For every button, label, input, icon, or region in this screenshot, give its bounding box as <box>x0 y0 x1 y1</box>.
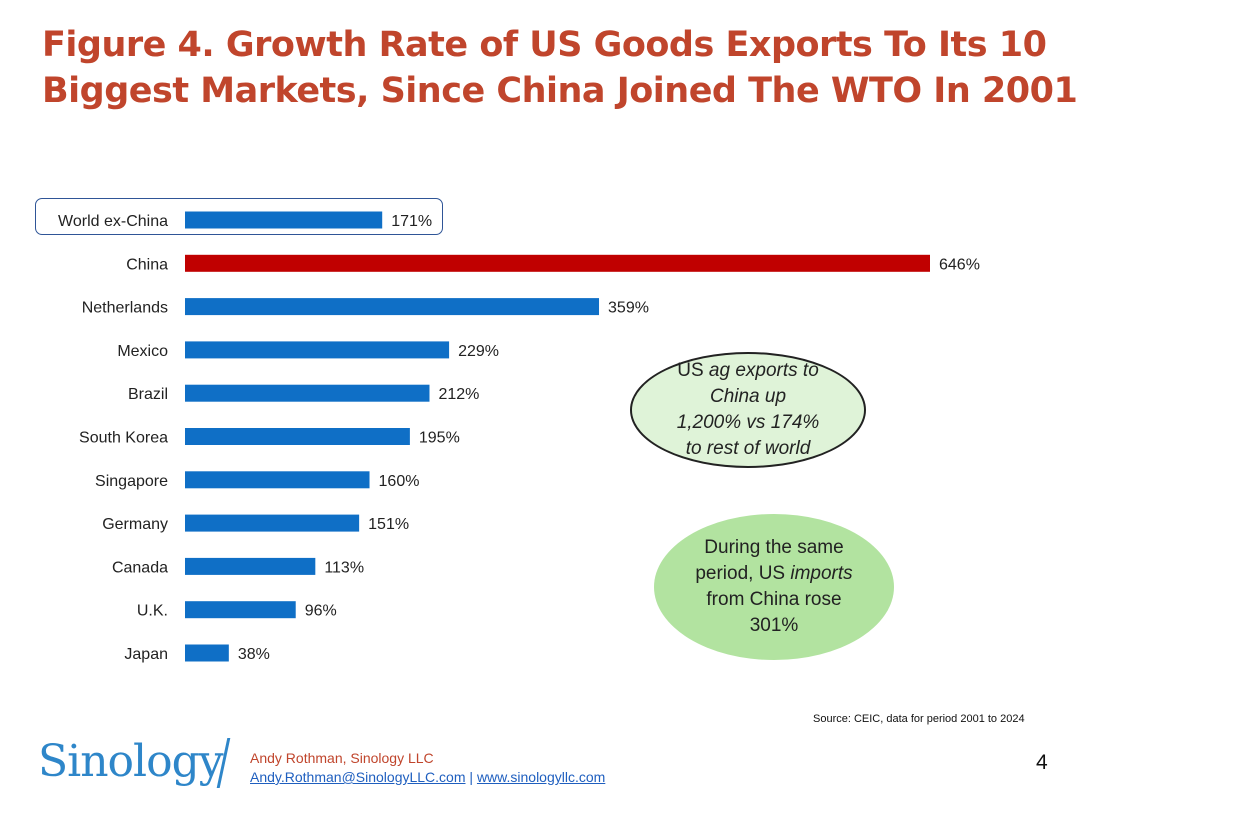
separator: | <box>469 769 474 785</box>
bar <box>185 601 296 619</box>
category-label: U.K. <box>137 603 168 620</box>
bar <box>185 384 430 402</box>
category-label: China <box>126 256 168 273</box>
value-label: 646% <box>939 256 980 273</box>
bar <box>185 557 316 575</box>
source-note: Source: CEIC, data for period 2001 to 20… <box>813 713 1025 725</box>
value-label: 113% <box>324 559 364 576</box>
bar <box>185 471 370 489</box>
value-label: 195% <box>419 430 460 447</box>
bar <box>185 211 383 229</box>
bar <box>185 428 410 445</box>
sinology-logo: Sinology <box>38 736 224 787</box>
category-label: South Korea <box>79 430 168 447</box>
category-label: World ex-China <box>58 213 168 230</box>
author: Andy Rothman, Sinology LLC <box>250 750 434 766</box>
value-label: 229% <box>458 343 499 360</box>
value-label: 151% <box>368 516 409 533</box>
category-label: Mexico <box>117 343 168 360</box>
page-number: 4 <box>1036 751 1048 774</box>
slide-title: Figure 4. Growth Rate of US Goods Export… <box>42 22 1078 114</box>
value-label: 160% <box>379 473 420 490</box>
ag-exports-callout: US ag exports to China up 1,200% vs 174% to… <box>630 352 866 468</box>
value-label: 212% <box>438 386 479 403</box>
title-line-1: Figure 4. Growth Rate of US Goods Export… <box>42 25 1047 65</box>
bar <box>185 298 600 316</box>
title-line-2: Biggest Markets, Since China Joined The … <box>42 71 1078 111</box>
value-label: 359% <box>608 300 649 317</box>
website-link[interactable]: www.sinologyllc.com <box>476 769 606 785</box>
value-label: 38% <box>238 646 270 663</box>
bar <box>185 644 229 662</box>
value-label: 171% <box>391 213 432 230</box>
bar <box>185 254 930 272</box>
category-label: Germany <box>102 516 168 533</box>
category-label: Canada <box>112 559 168 576</box>
value-label: 96% <box>305 603 337 620</box>
contact-links: Andy.Rothman@SinologyLLC.com | www.sinol… <box>250 769 605 785</box>
category-label: Brazil <box>128 386 168 403</box>
bar-chart: World ex-China 171% China 646% Netherlands 35… <box>58 211 980 663</box>
bar <box>185 514 360 532</box>
bar <box>185 341 450 359</box>
category-label: Netherlands <box>82 300 168 317</box>
category-label: Japan <box>124 646 168 663</box>
imports-callout: During the same period, US imports from Ch… <box>654 514 894 660</box>
category-label: Singapore <box>95 473 168 490</box>
highlight-box <box>35 198 443 235</box>
email-link[interactable]: Andy.Rothman@SinologyLLC.com <box>250 769 466 785</box>
